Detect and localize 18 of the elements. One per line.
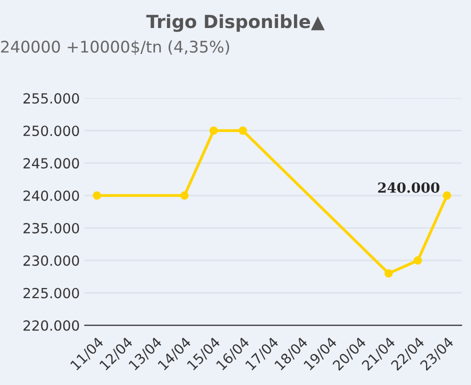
y-tick-label: 230.000 — [24, 255, 79, 266]
point — [209, 126, 218, 135]
y-tick-label: 220.000 — [24, 320, 79, 331]
point — [238, 126, 247, 135]
y-tick-label: 235.000 — [24, 222, 79, 234]
y-tick-label: 250.000 — [24, 126, 79, 136]
chart-title: Trigo Disponible▲ — [146, 14, 325, 32]
y-tick-label: 240.000 — [24, 190, 79, 201]
point — [180, 191, 189, 200]
point — [384, 269, 393, 278]
y-tick-label: 225.000 — [24, 288, 79, 298]
annotation: 240.000 — [378, 182, 440, 193]
point — [92, 191, 102, 200]
chart-subtitle: 240000 +10000$/tn (4,35%) — [1, 40, 230, 55]
y-tick-label: 245.000 — [24, 158, 79, 169]
point — [442, 191, 452, 200]
point — [414, 256, 422, 265]
y-tick-label: 255.000 — [24, 93, 79, 104]
